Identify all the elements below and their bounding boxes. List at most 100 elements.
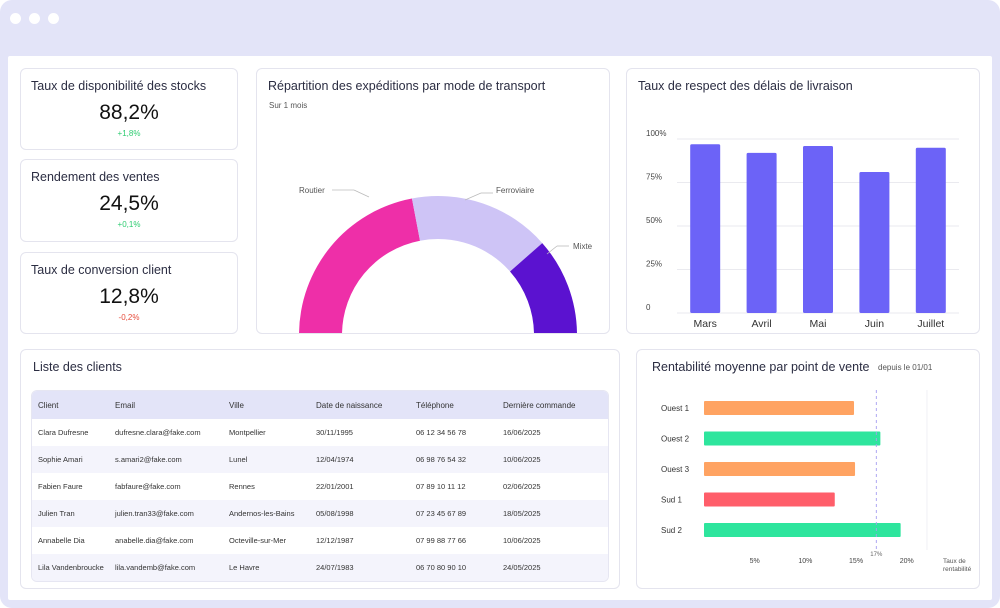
bar-ouest-3[interactable] [704,462,856,476]
table-cell: lila.vandemb@fake.com [109,554,223,581]
table-cell: s.amari2@fake.com [109,446,223,473]
table-cell: Clara Dufresne [32,419,109,446]
bar-sud-1[interactable] [704,492,835,507]
donut-label: Mixte [573,242,593,251]
delivery-bar-card: Taux de respect des délais de livraison … [626,68,980,334]
column-header[interactable]: Ville [223,391,310,419]
table-cell: dufresne.clara@fake.com [109,419,223,446]
table-cell: fabfaure@fake.com [109,473,223,500]
window-dot-icon[interactable] [10,13,21,24]
table-cell: Andernos-les-Bains [223,500,310,527]
kpi-value: 12,8% [99,285,159,308]
x-tick-label: 15% [849,558,863,565]
y-tick-label: 25% [646,260,662,269]
table-header-row: Client Email Ville Date de naissance Tél… [32,391,608,419]
kpi-delta: -0,2% [118,313,140,322]
bar-mars[interactable] [690,144,721,313]
table-cell: 02/06/2025 [497,473,608,500]
bar-avril[interactable] [746,152,777,313]
table-cell: 22/01/2001 [310,473,410,500]
leader-line [546,245,558,255]
table-cell: Lila Vandenbroucke [32,554,109,581]
table-cell: Fabien Faure [32,473,109,500]
x-tick-label: Mars [694,318,717,330]
table-cell: 07 99 88 77 66 [410,527,497,554]
column-header[interactable]: Téléphone [410,391,497,419]
kpi-value: 88,2% [99,101,159,124]
kpi-card-stock: Taux de disponibilité des stocks 88,2% +… [20,68,238,150]
table-cell: 12/04/1974 [310,446,410,473]
window-titlebar [0,0,1000,56]
card-subtitle: depuis le 01/01 [878,363,933,372]
kpi-value: 24,5% [99,192,159,215]
kpi-card-sales: Rendement des ventes 24,5% +0,1% [20,159,238,242]
card-title: Taux de respect des délais de livraison [638,79,853,93]
clients-table-wrapper: Client Email Ville Date de naissance Tél… [31,390,609,582]
profitability-card: Rentabilité moyenne par point de vente d… [636,349,980,589]
x-tick-label: Mai [810,318,827,330]
column-header[interactable]: Date de naissance [310,391,410,419]
y-tick-label: Sud 1 [661,496,682,505]
column-header[interactable]: Email [109,391,223,419]
table-row[interactable]: Julien Tran julien.tran33@fake.com Anderno… [32,500,608,527]
leader-line [353,189,370,198]
donut-slice-routier[interactable] [299,198,421,334]
y-tick-label: Ouest 3 [661,465,690,474]
x-tick-label: 5% [750,558,760,565]
table-cell: julien.tran33@fake.com [109,500,223,527]
table-cell: 07 89 10 11 12 [410,473,497,500]
table-cell: 07 23 45 67 89 [410,500,497,527]
table-cell: 24/05/2025 [497,554,608,581]
table-cell: anabelle.dia@fake.com [109,527,223,554]
y-tick-label: 100% [646,129,666,138]
table-cell: Annabelle Dia [32,527,109,554]
y-tick-label: Sud 2 [661,526,682,535]
bar-mai[interactable] [803,145,833,313]
x-tick-label: Avril [751,318,771,330]
bar-ouest-1[interactable] [704,401,855,415]
table-row[interactable]: Lila Vandenbroucke lila.vandemb@fake.com L… [32,554,608,581]
kpi-title: Rendement des ventes [31,170,160,184]
bar-sud-2[interactable] [704,523,901,537]
table-cell: Rennes [223,473,310,500]
table-row[interactable]: Clara Dufresne dufresne.clara@fake.com Mon… [32,419,608,446]
window-dot-icon[interactable] [29,13,40,24]
table-row[interactable]: Sophie Amari s.amari2@fake.com Lunel 12/04/… [32,446,608,473]
kpi-card-conversion: Taux de conversion client 12,8% -0,2% [20,252,238,334]
bar-ouest-2[interactable] [704,431,881,446]
donut-slice-mixte[interactable] [510,243,577,334]
table-cell: 12/12/1987 [310,527,410,554]
table-cell: Sophie Amari [32,446,109,473]
table-cell: 06 70 80 90 10 [410,554,497,581]
leader-line [464,192,482,201]
bar-juin[interactable] [859,172,890,313]
card-title: Répartition des expéditions par mode de … [268,79,546,93]
card-subtitle: Sur 1 mois [269,101,308,110]
table-cell: Octeville-sur-Mer [223,527,310,554]
kpi-delta: +0,1% [117,220,141,229]
table-cell: 06 98 76 54 32 [410,446,497,473]
table-row[interactable]: Annabelle Dia anabelle.dia@fake.com Octevi… [32,527,608,554]
donut-slice-ferroviaire[interactable] [411,196,543,272]
table-cell: 06 12 34 56 78 [410,419,497,446]
y-tick-label: 75% [646,173,662,182]
table-cell: 30/11/1995 [310,419,410,446]
table-cell: Julien Tran [32,500,109,527]
column-header[interactable]: Dernière commande [497,391,608,419]
x-tick-label: 10% [798,558,812,565]
table-cell: 10/06/2025 [497,446,608,473]
y-tick-label: Ouest 2 [661,435,690,444]
profitability-bar-chart: Ouest 1 Ouest 2 Ouest 3 Sud 1 Sud 2 17% 5% 10% 1… [661,390,972,573]
table-cell: Lunel [223,446,310,473]
donut-chart: Routier Ferroviaire Mixte [299,186,593,334]
column-header[interactable]: Client [32,391,109,419]
dashboard: Taux de disponibilité des stocks 88,2% +… [8,56,992,600]
clients-table: Client Email Ville Date de naissance Tél… [32,391,608,581]
target-label: 17% [870,552,883,558]
x-axis-label: Taux de rentabilité [943,558,972,573]
table-cell: 10/06/2025 [497,527,608,554]
table-row[interactable]: Fabien Faure fabfaure@fake.com Rennes 22/01… [32,473,608,500]
window-dot-icon[interactable] [48,13,59,24]
table-cell: Montpellier [223,419,310,446]
bar-juillet[interactable] [915,147,946,313]
